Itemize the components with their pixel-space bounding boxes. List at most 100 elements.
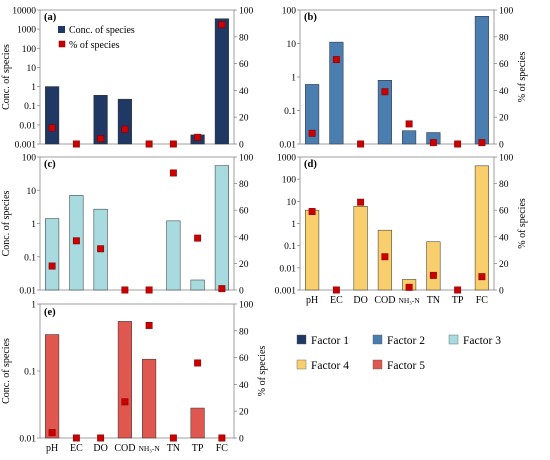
plot-frame <box>299 9 495 145</box>
pct-tick-label: 80 <box>239 327 249 337</box>
pct-tick-label: 40 <box>239 87 249 97</box>
pct-axis-title: % of species <box>257 346 268 397</box>
pct-tick-label: 20 <box>239 114 249 124</box>
pct-tick-label: 100 <box>499 154 514 164</box>
bar-tp <box>190 279 205 291</box>
pct-tick-label: 0 <box>239 435 244 445</box>
pct-tick-label: 40 <box>239 381 249 391</box>
pct-tick-label: 80 <box>499 180 509 190</box>
factor-label: Factor 4 <box>311 360 349 372</box>
pct-tick-label: 60 <box>239 207 249 217</box>
panel-1: 0.001 0.01 0.1 1 10 100 1000 10000 0 20 40 60 80 100 (… <box>1 7 254 151</box>
pct-marker <box>381 88 389 96</box>
y-tick-label: 0.01 <box>19 287 36 297</box>
pct-legend-label: % of species <box>69 40 120 51</box>
y-tick-label: 0.1 <box>284 107 296 117</box>
pct-marker <box>145 140 153 148</box>
x-tick-label: COD <box>114 443 135 454</box>
y-tick-label: 0.1 <box>24 253 36 263</box>
factor-swatch <box>372 359 383 370</box>
pct-tick-label: 100 <box>239 154 254 164</box>
x-tick-label: pH <box>46 443 58 454</box>
y-tick-label: 100 <box>282 176 297 186</box>
pct-tick-label: 0 <box>239 141 244 151</box>
panel-label: (c) <box>44 159 56 170</box>
pct-marker <box>357 198 365 206</box>
bar-ph <box>305 209 320 291</box>
plot-frame <box>39 303 235 439</box>
pct-legend-marker <box>58 40 66 48</box>
pct-tick-label: 100 <box>499 7 514 17</box>
x-tick-label: NH₃-N <box>138 444 160 453</box>
pct-tick-label: 80 <box>499 33 509 43</box>
pct-tick-label: 0 <box>499 287 504 297</box>
bar-ph <box>45 334 60 439</box>
pct-marker <box>194 234 202 242</box>
y-tick-label: 1 <box>31 220 36 230</box>
pct-tick-label: 20 <box>239 260 249 270</box>
plot-frame <box>39 156 235 291</box>
x-tick-label: TP <box>192 443 204 454</box>
bar-fc <box>214 165 229 291</box>
pct-marker <box>121 125 129 133</box>
y-tick-label: 0.01 <box>279 264 296 274</box>
pct-marker <box>145 286 153 294</box>
conc-legend-label: Conc. of species <box>69 25 135 36</box>
x-tick-label: COD <box>374 295 395 306</box>
panel-label: (b) <box>304 12 317 23</box>
panel-3: 0.01 0.1 1 10 100 0 20 40 60 80 100 (c) Conc. of spe… <box>1 154 254 297</box>
x-tick-label: TP <box>452 295 464 306</box>
x-tick-label: TN <box>167 443 180 454</box>
pct-marker <box>72 434 80 442</box>
pct-marker <box>97 245 105 253</box>
pct-marker <box>48 262 56 270</box>
pct-marker <box>48 124 56 132</box>
pct-marker <box>454 286 462 294</box>
pct-marker <box>478 139 486 147</box>
pct-marker <box>218 21 226 29</box>
factor-label: Factor 1 <box>311 335 349 347</box>
x-tick-label: FC <box>216 443 229 454</box>
pct-tick-label: 40 <box>499 87 509 97</box>
pct-tick-label: 20 <box>239 408 249 418</box>
pct-tick-label: 60 <box>239 60 249 70</box>
pct-marker <box>332 56 340 64</box>
factor-label: Factor 5 <box>387 360 425 372</box>
y-tick-label: 10000 <box>12 7 36 17</box>
x-tick-label: DO <box>353 295 367 306</box>
y-tick-label: 0.1 <box>24 102 36 112</box>
pct-tick-label: 80 <box>239 33 249 43</box>
bar-nhn <box>402 130 417 145</box>
y-tick-label: 1000 <box>277 154 296 164</box>
y-tick-label: 10 <box>287 40 297 50</box>
panel-label: (a) <box>44 12 57 23</box>
pct-marker <box>357 140 365 148</box>
pct-marker <box>97 135 105 143</box>
y-tick-label: 100 <box>282 7 297 17</box>
conc-legend-swatch <box>58 26 65 33</box>
panel-2: 0.01 0.1 1 10 100 0 20 40 60 80 100 (b) % of species <box>279 7 528 151</box>
y-tick-label: 0.01 <box>279 141 296 151</box>
pct-marker <box>169 140 177 148</box>
pct-marker <box>218 434 226 442</box>
pct-tick-label: 40 <box>499 233 509 243</box>
y-tick-label: 0.01 <box>19 121 36 131</box>
y-tick-label: 0.001 <box>275 287 297 297</box>
pct-marker <box>429 139 437 147</box>
bar-do <box>93 95 108 145</box>
bar-cod <box>117 321 132 439</box>
bar-tp <box>190 407 205 439</box>
pct-marker <box>169 169 177 177</box>
pct-marker <box>429 271 437 279</box>
pct-tick-label: 100 <box>239 301 254 311</box>
bar-fc <box>214 18 229 145</box>
y-tick-label: 1 <box>31 83 36 93</box>
factor-label: Factor 2 <box>387 335 425 347</box>
pct-marker <box>169 434 177 442</box>
bar-tn <box>166 220 181 291</box>
bar-do <box>353 206 368 291</box>
pct-tick-label: 0 <box>239 287 244 297</box>
plot-frame <box>299 156 495 291</box>
pct-tick-label: 60 <box>499 60 509 70</box>
